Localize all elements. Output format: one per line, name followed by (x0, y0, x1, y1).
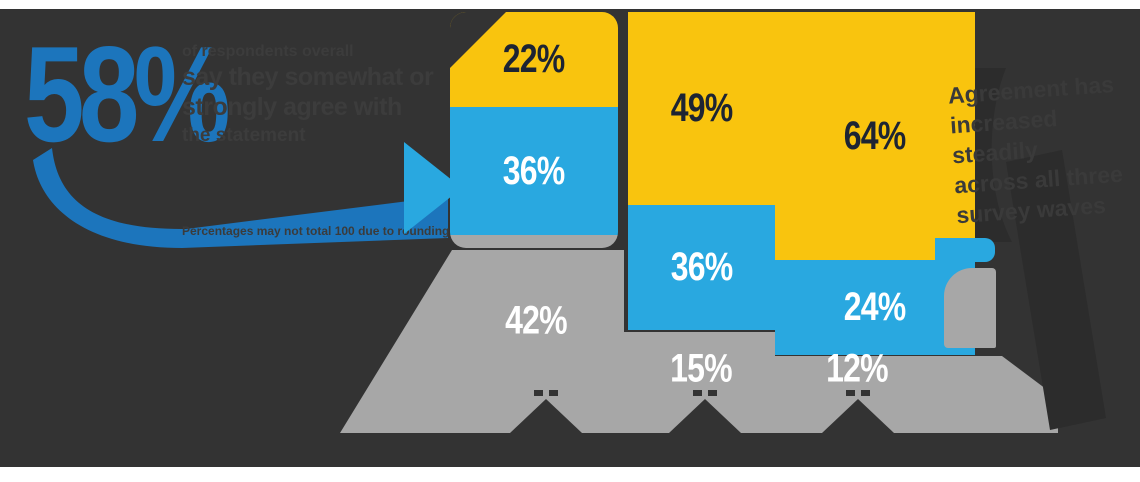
bar1-gray-strip (450, 235, 618, 248)
gray-value-label: 15% (670, 346, 732, 391)
footnote-text: Percentages may not total 100 due to rou… (182, 224, 450, 238)
segment-value-label: 24% (844, 285, 906, 329)
headline-text-block: of respondents overall say they somewhat… (182, 42, 482, 149)
bar-group-1: 22% 36% (450, 12, 618, 248)
bar-group-2: 49% 36% (628, 12, 775, 330)
segment-value-label: 64% (844, 113, 906, 158)
bar-group-3: 64% 24% (775, 12, 975, 355)
bar3-blue-segment: 24% (775, 260, 975, 355)
headline-line: strongly agree with (182, 93, 402, 121)
hero-percentage: 58% (24, 18, 231, 170)
bar3-yellow-segment: 64% (775, 12, 975, 260)
gray-value-label: 42% (505, 298, 567, 343)
gray-value-label: 12% (826, 346, 888, 391)
headline-line: the statement (182, 125, 306, 146)
bar2-yellow-segment: 49% (628, 12, 775, 205)
segment-value-label: 22% (503, 37, 565, 81)
segment-value-label: 36% (670, 245, 733, 289)
segment-value-label: 36% (503, 148, 565, 193)
headline-line: of respondents overall (182, 43, 354, 60)
gray-callout-shape (944, 268, 996, 348)
segment-value-label: 49% (670, 86, 733, 130)
blue-callout-tab (935, 238, 995, 262)
bar1-blue-segment: 36% (450, 107, 618, 235)
bar2-blue-segment: 36% (628, 205, 775, 330)
right-annotation-block: Agreement has increased steadily across … (947, 68, 1140, 231)
headline-line: say they somewhat or (182, 63, 434, 91)
